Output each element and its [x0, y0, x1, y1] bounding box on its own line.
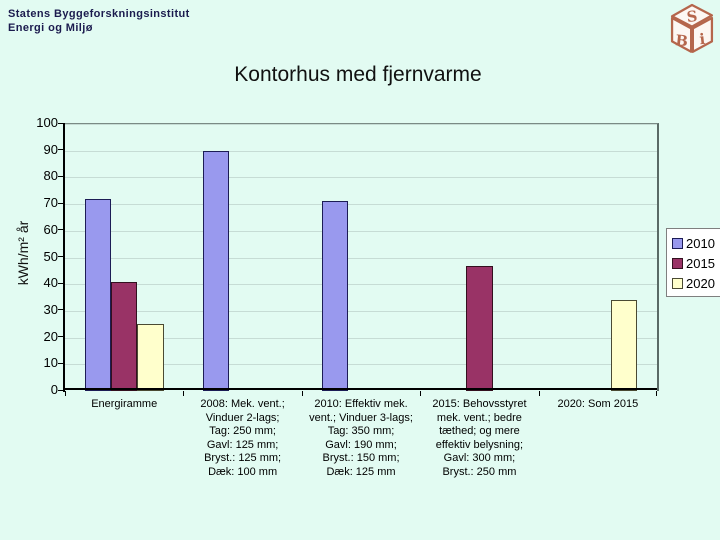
x-category-label-3: 2010: Effektiv mek. vent.; Vinduer 3-lag…: [309, 398, 413, 478]
bar-2010-category-3: [321, 201, 348, 391]
bar-2015-category-4: [466, 265, 493, 391]
bar-2020-category-1: [137, 324, 164, 391]
logo-letter-b: B: [675, 32, 689, 50]
bar-2010-category-2: [203, 150, 230, 391]
y-tick-label-80: 80: [43, 168, 58, 184]
x-category-label-5: 2020: Som 2015: [557, 398, 639, 410]
gridline-40: [65, 284, 657, 286]
y-tick-mark-0: [58, 389, 63, 391]
legend-label-2010: 2010: [686, 235, 715, 251]
gridline-20: [65, 337, 657, 339]
institution-header: Statens Byggeforskningsinstitut Energi o…: [8, 7, 190, 35]
legend-swatch-2015: [672, 257, 683, 269]
x-axis-labels: Energiramme 2008: Mek. vent.; Vinduer 2-l…: [65, 398, 657, 479]
y-tick-label-100: 100: [36, 115, 58, 130]
legend-item-2020: 2020: [672, 273, 720, 293]
legend-swatch-2010: [672, 237, 683, 249]
legend-item-2015: 2015: [672, 253, 720, 273]
gridline-30: [65, 310, 657, 312]
bar-2010-category-1: [84, 198, 112, 391]
y-tick-mark-70: [58, 202, 63, 204]
gridline-10: [65, 364, 657, 366]
y-tick-mark-100: [58, 122, 63, 124]
logo-letter-i: i: [699, 31, 707, 49]
bar-2015-category-1: [111, 281, 138, 391]
y-tick-mark-60: [58, 229, 63, 231]
y-tick-label-90: 90: [43, 141, 58, 157]
x-tick-mark-1: [183, 391, 185, 396]
legend-label-2020: 2020: [686, 275, 715, 291]
gridline-70: [65, 204, 657, 206]
legend-label-2015: 2015: [686, 255, 715, 271]
bar-2020-category-5: [610, 300, 638, 391]
gridline-100: [65, 124, 657, 125]
y-tick-mark-10: [58, 362, 63, 364]
y-tick-label-0: 0: [50, 382, 58, 397]
plot-area: [65, 123, 659, 396]
y-tick-mark-30: [58, 309, 63, 311]
gridline-90: [65, 150, 657, 152]
y-axis-line: [63, 123, 65, 392]
y-tick-label-40: 40: [43, 275, 58, 291]
x-tick-mark-3: [420, 391, 422, 396]
x-axis-line: [63, 388, 657, 390]
y-tick-mark-80: [58, 175, 63, 177]
x-category-label-4: 2015: Behovsstyret mek. vent.; bedre tæt…: [432, 398, 527, 478]
y-tick-label-30: 30: [43, 301, 58, 317]
y-tick-label-20: 20: [43, 328, 58, 344]
x-tick-mark-2: [301, 391, 303, 396]
gridline-80: [65, 177, 657, 179]
logo-letter-s: S: [686, 8, 698, 26]
sbi-logo-icon: S B i: [670, 3, 714, 53]
y-axis-labels: 0 10 20 30 40 50 60 70 80 90 100: [0, 116, 63, 397]
y-tick-mark-50: [58, 256, 63, 257]
gridline-60: [65, 230, 657, 232]
x-tick-mark-5: [656, 391, 657, 396]
legend: 2010 2015 2020: [666, 228, 720, 297]
y-tick-mark-20: [58, 336, 63, 338]
y-tick-label-70: 70: [43, 195, 58, 211]
chart-title: Kontorhus med fjernvarme: [234, 63, 482, 86]
institution-department: Energi og Miljø: [8, 22, 93, 34]
y-tick-mark-40: [58, 282, 63, 284]
x-category-label-1: Energiramme: [91, 398, 158, 410]
gridline-50: [65, 257, 657, 259]
y-tick-label-50: 50: [43, 248, 58, 264]
x-tick-mark-0: [65, 391, 66, 396]
y-tick-mark-90: [58, 149, 63, 151]
institution-name: Statens Byggeforskningsinstitut: [8, 8, 190, 20]
legend-swatch-2020: [672, 277, 683, 289]
y-tick-label-10: 10: [43, 355, 58, 371]
x-tick-mark-4: [538, 391, 540, 396]
x-category-label-2: 2008: Mek. vent.; Vinduer 2-lags; Tag: 2…: [200, 398, 285, 478]
legend-item-2010: 2010: [672, 233, 720, 253]
y-tick-label-60: 60: [43, 221, 58, 237]
